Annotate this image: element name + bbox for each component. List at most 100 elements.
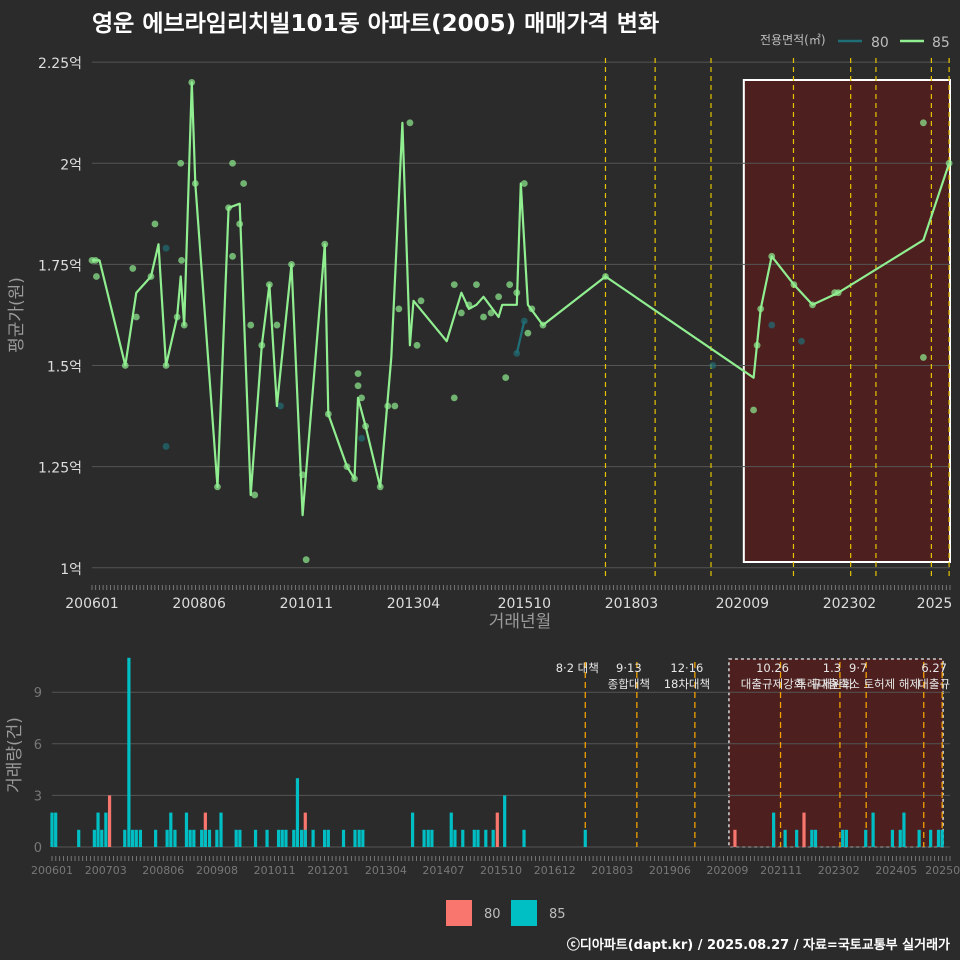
data-point-85 bbox=[178, 256, 185, 264]
volume-bar-85 bbox=[323, 829, 327, 847]
data-point-85 bbox=[417, 297, 425, 305]
policy-label: 특례대출축소 토허제 해제 bbox=[796, 677, 920, 691]
data-point-80 bbox=[709, 362, 717, 369]
policy-label: 18차대책 bbox=[664, 677, 710, 691]
data-point-85 bbox=[132, 313, 140, 321]
legend-label-80: 80 bbox=[871, 35, 889, 51]
volume-bar-85 bbox=[165, 829, 169, 847]
series-line-85 bbox=[92, 81, 951, 517]
y-axis-title-bottom: 거래량(건) bbox=[5, 717, 25, 793]
volume-bar-85 bbox=[92, 829, 96, 847]
volume-bar-85 bbox=[215, 829, 219, 847]
volume-bar-85 bbox=[77, 829, 81, 847]
y-tick-label-bottom: 9 bbox=[34, 686, 42, 701]
y-tick-label: 1억 bbox=[60, 562, 82, 578]
volume-bar-85 bbox=[326, 829, 330, 847]
volume-bar-85 bbox=[357, 829, 361, 847]
volume-bar-85 bbox=[871, 812, 875, 847]
x-tick-label: 201803 bbox=[605, 596, 658, 612]
volume-bar-85 bbox=[173, 829, 177, 847]
x-tick-label-bottom: 202111 bbox=[760, 864, 802, 877]
data-point-85 bbox=[487, 309, 495, 317]
volume-bar-85 bbox=[100, 829, 104, 847]
x-tick-label: 201011 bbox=[280, 596, 333, 612]
volume-bar-85 bbox=[902, 812, 906, 847]
highlight-box-bottom bbox=[728, 658, 944, 848]
data-point-80 bbox=[162, 443, 170, 450]
footer-credit: ⓒ디아파트(dapt.kr) / 2025.08.27 / 자료=국토교통부 실… bbox=[566, 938, 950, 953]
data-point-80 bbox=[277, 402, 284, 410]
volume-bar-85 bbox=[280, 829, 284, 847]
volume-bar-85 bbox=[795, 829, 799, 847]
volume-bar-85 bbox=[203, 829, 207, 847]
data-point-85 bbox=[251, 491, 259, 499]
chart-title: 영운 에브라임리치빌101동 아파트(2005) 매매가격 변화 bbox=[92, 11, 660, 37]
volume-bar-80 bbox=[733, 829, 737, 847]
volume-bar-85 bbox=[96, 812, 100, 847]
volume-bar-85 bbox=[295, 778, 300, 847]
x-tick-label-bottom: 201407 bbox=[422, 864, 464, 877]
data-point-85 bbox=[151, 220, 159, 228]
x-tick-label: 202009 bbox=[716, 596, 769, 612]
data-point-85 bbox=[391, 402, 399, 410]
volume-bar-85 bbox=[284, 829, 288, 847]
data-point-85 bbox=[413, 341, 421, 349]
y-tick-label: 1.25억 bbox=[38, 461, 82, 477]
policy-label: 대출규제강화 bbox=[741, 677, 805, 691]
series-line-80 bbox=[515, 320, 526, 354]
x-tick-label: 200806 bbox=[172, 596, 226, 612]
data-point-80 bbox=[798, 337, 805, 345]
x-tick-label-bottom: 201906 bbox=[649, 864, 691, 877]
volume-bar-85 bbox=[813, 829, 818, 847]
data-point-85 bbox=[240, 180, 248, 187]
x-tick-label-bottom: 200703 bbox=[85, 864, 127, 877]
data-point-85 bbox=[502, 374, 510, 382]
volume-bar-85 bbox=[234, 829, 238, 847]
data-point-85 bbox=[354, 370, 362, 378]
volume-bar-85 bbox=[583, 829, 587, 847]
volume-bar-85 bbox=[200, 829, 204, 847]
volume-bar-85 bbox=[929, 829, 933, 847]
x-tick-label-bottom: 201803 bbox=[591, 864, 633, 877]
volume-bar-85 bbox=[276, 829, 281, 847]
x-axis-title: 거래년월 bbox=[489, 612, 552, 632]
volume-bar-85 bbox=[341, 829, 346, 847]
legend-label-bar-80: 80 bbox=[484, 907, 501, 922]
y-tick-label: 1.5억 bbox=[47, 360, 82, 376]
data-point-85 bbox=[495, 293, 503, 301]
volume-bar-85 bbox=[491, 829, 495, 847]
highlight-box bbox=[742, 79, 952, 563]
volume-bar-85 bbox=[238, 829, 242, 847]
data-point-85 bbox=[358, 394, 365, 402]
volume-bar-85 bbox=[503, 795, 507, 847]
volume-bar-85 bbox=[184, 812, 189, 847]
volume-bar-85 bbox=[783, 829, 787, 847]
data-point-80 bbox=[768, 321, 776, 329]
volume-bar-85 bbox=[192, 829, 196, 847]
data-point-85 bbox=[93, 273, 100, 280]
volume-bar-85 bbox=[303, 829, 307, 847]
volume-bar-85 bbox=[353, 829, 357, 847]
x-tick-label-bottom: 201304 bbox=[365, 864, 407, 877]
volume-bar-85 bbox=[772, 812, 776, 847]
y-tick-label: 1.75억 bbox=[38, 258, 82, 274]
y-tick-label-bottom: 3 bbox=[34, 789, 42, 804]
volume-bar-85 bbox=[864, 829, 868, 847]
volume-bar-85 bbox=[154, 829, 158, 847]
volume-bar-85 bbox=[169, 812, 173, 847]
data-point-85 bbox=[273, 321, 281, 329]
data-point-85 bbox=[473, 281, 480, 289]
volume-bar-85 bbox=[844, 829, 848, 847]
x-tick-label-bottom: 200806 bbox=[142, 864, 184, 877]
y-tick-label: 2.25억 bbox=[38, 56, 82, 72]
x-tick-label-bottom: 200601 bbox=[31, 864, 73, 877]
policy-label: 9·13 bbox=[616, 661, 642, 675]
volume-bar-85 bbox=[104, 812, 108, 847]
data-point-85 bbox=[450, 281, 458, 289]
y-axis-title: 평균가(원) bbox=[7, 277, 27, 353]
data-point-85 bbox=[395, 305, 403, 313]
x-tick-label-bottom: 202302 bbox=[818, 864, 860, 877]
data-point-85 bbox=[354, 382, 362, 390]
legend-label-85: 85 bbox=[932, 35, 950, 51]
data-point-85 bbox=[129, 265, 137, 272]
